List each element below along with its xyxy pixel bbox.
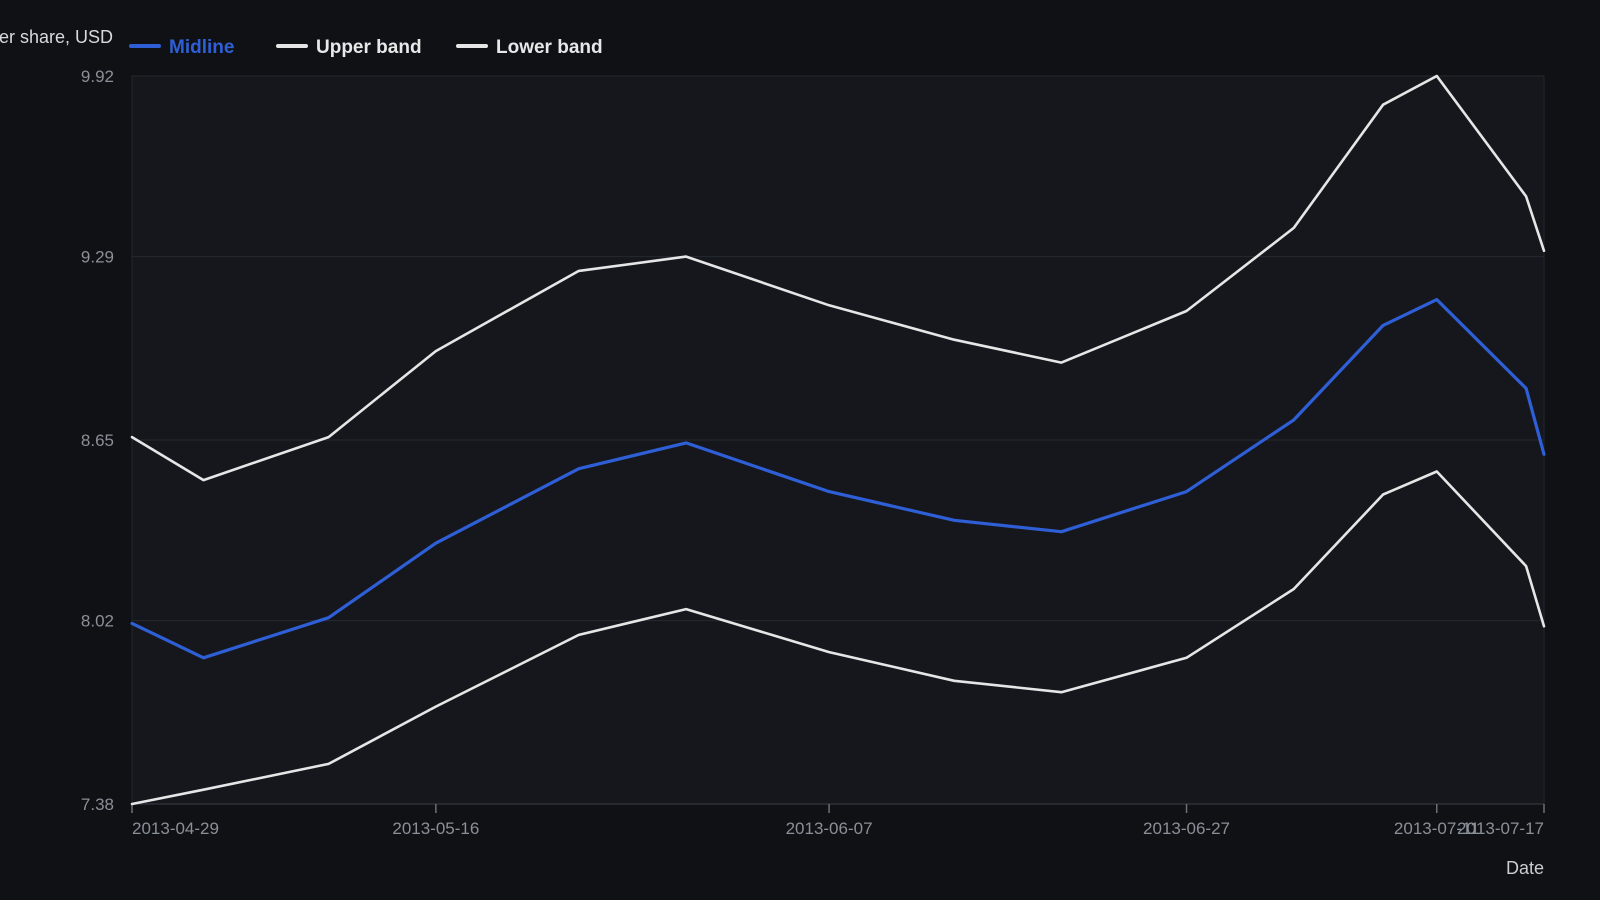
x-tick-label: 2013-05-16 bbox=[392, 819, 479, 838]
y-tick-label: 9.29 bbox=[81, 248, 114, 267]
axis-layer: 7.38 8.02 8.65 9.29 9.92 2013-04-29 2013-05-16… bbox=[81, 67, 1545, 838]
y-tick-label: 8.65 bbox=[81, 431, 114, 450]
x-axis-title: Date bbox=[1506, 858, 1544, 878]
series-line-midline bbox=[130, 298, 1546, 660]
x-tick-label: 2013-07-17 bbox=[1457, 819, 1544, 838]
legend-label-upper-band: Upper band bbox=[316, 37, 422, 58]
y-axis-title: …er share, USD bbox=[0, 27, 113, 47]
y-tick-label: 9.92 bbox=[81, 67, 114, 86]
legend-label-midline: Midline bbox=[169, 37, 234, 58]
x-tick-label: 2013-07-11 bbox=[1394, 819, 1480, 838]
legend-label-lower-band: Lower band bbox=[496, 37, 603, 58]
x-tick-label: 2013-04-29 bbox=[132, 819, 219, 838]
series-line-lower-band bbox=[130, 470, 1546, 806]
y-tick-label: 8.02 bbox=[81, 612, 114, 631]
x-tick-label: 2013-06-07 bbox=[786, 819, 873, 838]
legend: Midline Upper band Lower band bbox=[129, 37, 603, 58]
x-tick-label: 2013-06-27 bbox=[1143, 819, 1230, 838]
series-line-upper-band bbox=[130, 74, 1546, 482]
y-tick-label: 7.38 bbox=[81, 795, 114, 814]
series-layer bbox=[130, 74, 1546, 806]
grid-layer bbox=[131, 75, 1545, 805]
